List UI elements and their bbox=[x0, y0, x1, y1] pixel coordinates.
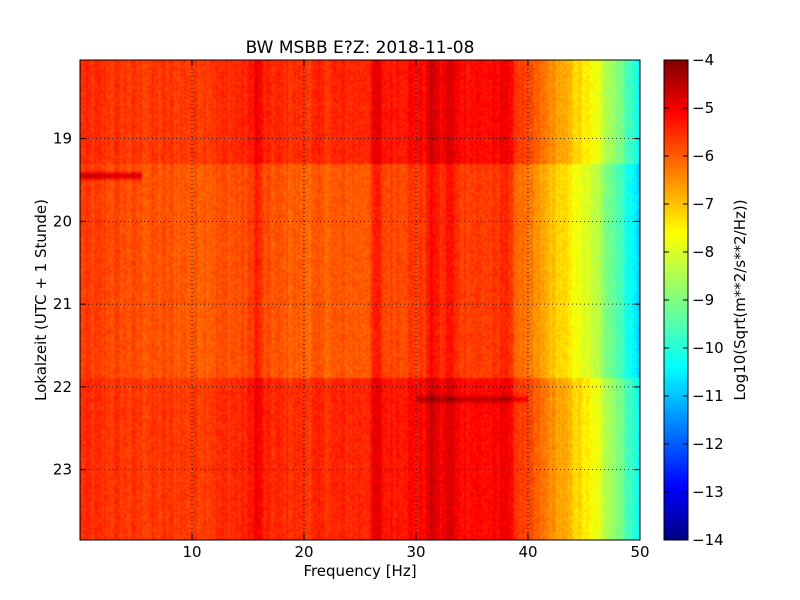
colorbar-tick-label: −6 bbox=[692, 147, 714, 165]
colorbar-ticks: −4 −5 −6 −7 −8 −9 −10 −11 −12 −13 −14 bbox=[664, 51, 724, 549]
y-tick-label: 19 bbox=[53, 130, 72, 148]
axis-ticks: 10 20 30 40 50 19 20 21 22 23 bbox=[53, 60, 650, 561]
colorbar-tick-label: −12 bbox=[692, 435, 724, 453]
colorbar-tick-label: −5 bbox=[692, 99, 714, 117]
colorbar-tick-label: −9 bbox=[692, 291, 714, 309]
x-tick-label: 10 bbox=[182, 543, 201, 561]
chart-title: BW MSBB E?Z: 2018-11-08 bbox=[246, 38, 475, 58]
y-axis-label: Lokalzeit (UTC + 1 Stunde) bbox=[32, 199, 50, 401]
heatmap-image bbox=[80, 60, 640, 540]
x-tick-label: 20 bbox=[294, 543, 313, 561]
colorbar-tick-label: −11 bbox=[692, 387, 724, 405]
y-tick-label: 23 bbox=[53, 461, 72, 479]
grid bbox=[80, 60, 640, 540]
colorbar-label: Log10(Sqrt(m**2/s**2/Hz)) bbox=[731, 199, 749, 400]
colorbar-tick-label: −7 bbox=[692, 195, 714, 213]
y-tick-label: 21 bbox=[53, 295, 72, 313]
y-tick-label: 22 bbox=[53, 378, 72, 396]
x-tick-label: 50 bbox=[630, 543, 649, 561]
heatmap bbox=[80, 60, 640, 540]
x-axis-label: Frequency [Hz] bbox=[303, 562, 416, 580]
y-tick-label: 20 bbox=[53, 212, 72, 230]
colorbar-tick-label: −14 bbox=[692, 531, 724, 549]
x-tick-label: 30 bbox=[406, 543, 425, 561]
x-tick-label: 40 bbox=[518, 543, 537, 561]
colorbar-tick-label: −4 bbox=[692, 51, 714, 69]
colorbar-tick-label: −13 bbox=[692, 483, 724, 501]
plot-frame bbox=[79, 59, 641, 541]
colorbar-tick-label: −10 bbox=[692, 339, 724, 357]
colorbar-tick-label: −8 bbox=[692, 243, 714, 261]
